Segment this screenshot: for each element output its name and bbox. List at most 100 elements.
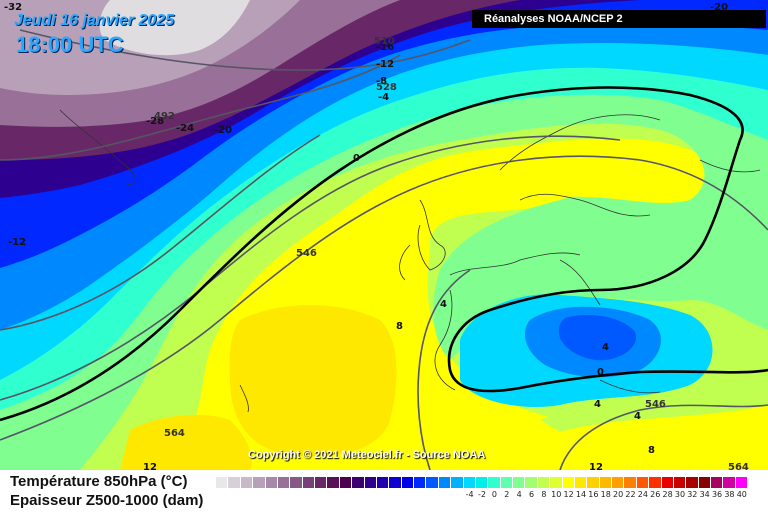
scale-tick-label: 2 xyxy=(504,490,510,499)
temp-label: 8 xyxy=(648,445,655,456)
scale-swatch xyxy=(401,477,414,488)
scale-tick-label: 36 xyxy=(711,490,723,499)
map-date: Jeudi 16 janvier 2025 xyxy=(14,12,175,29)
temp-label: -28 xyxy=(146,116,164,127)
temp-band-warm xyxy=(229,305,397,457)
scale-tick-label: 24 xyxy=(637,490,648,499)
scale-tick-label: 14 xyxy=(575,490,587,499)
temp-label: 0 xyxy=(353,153,360,164)
temp-label: -12 xyxy=(376,59,394,70)
scale-swatch xyxy=(228,477,241,488)
scale-tick-label: 38 xyxy=(724,490,735,499)
scale-tick-label: -4 xyxy=(465,490,474,499)
scale-swatch xyxy=(327,477,340,488)
temp-label: -20 xyxy=(710,2,728,13)
scale-swatch xyxy=(253,477,266,488)
color-scale-ticks: -4 -2 0 2 4 6 8 10 12 14 16 18 20 22 24 26 28 30 32 34 36 38 4… xyxy=(216,490,748,510)
temp-band-cream xyxy=(120,414,252,470)
temp-label: 12 xyxy=(589,462,603,470)
temperature-labels: -32 -20 -16 -12 -8 -4 -24 -20 -28 0 -12 … xyxy=(4,2,728,470)
scale-swatch xyxy=(711,477,724,488)
temp-label: 0 xyxy=(597,367,604,378)
scale-swatch xyxy=(315,477,328,488)
temp-band-se-green xyxy=(540,385,768,432)
scale-swatch xyxy=(537,477,551,488)
thickness-labels: 510 528 492 546 564 546 564 xyxy=(154,36,749,470)
freezing-contours xyxy=(0,86,768,422)
temp-label: -12 xyxy=(8,237,26,248)
temp-label: 4 xyxy=(634,411,641,422)
scale-swatch xyxy=(475,477,489,488)
scale-tick-label: 6 xyxy=(528,490,535,499)
thickness-label: 528 xyxy=(376,82,397,93)
scale-tick-label: 0 xyxy=(491,490,497,499)
scale-swatch xyxy=(426,477,439,488)
temp-label: 8 xyxy=(396,321,403,332)
color-scale xyxy=(216,477,749,488)
scale-swatch xyxy=(574,477,588,488)
temp-label: 12 xyxy=(143,462,157,470)
temp-label: -8 xyxy=(376,76,387,87)
scale-swatch xyxy=(723,477,736,488)
scale-swatch xyxy=(636,477,650,488)
scale-tick-label: 8 xyxy=(541,490,547,499)
scale-tick-label: -2 xyxy=(478,490,486,499)
scale-swatch xyxy=(216,477,229,488)
scale-tick-label: 20 xyxy=(612,490,624,499)
thickness-label: 492 xyxy=(154,111,175,122)
scale-swatch xyxy=(550,477,563,488)
scale-swatch xyxy=(661,477,674,488)
thickness-label: 510 xyxy=(374,36,395,47)
scale-swatch xyxy=(525,477,538,488)
scale-swatch xyxy=(587,477,600,488)
temp-label: 4 xyxy=(594,399,601,410)
scale-swatch xyxy=(451,477,464,488)
scale-swatch xyxy=(562,477,575,488)
scale-swatch xyxy=(624,477,637,488)
scale-swatch xyxy=(240,477,254,488)
scale-swatch xyxy=(673,477,687,488)
scale-tick-label: 16 xyxy=(588,490,599,499)
scale-swatch xyxy=(414,477,427,488)
scale-swatch xyxy=(352,477,365,488)
scale-swatch xyxy=(290,477,303,488)
scale-swatch xyxy=(302,477,315,488)
legend-title-thickness: Epaisseur Z500-1000 (dam) xyxy=(10,492,204,509)
scale-tick-label: 26 xyxy=(650,490,661,499)
scale-swatch xyxy=(364,477,377,488)
scale-swatch xyxy=(686,477,699,488)
scale-swatch xyxy=(265,477,278,488)
scale-swatch xyxy=(339,477,353,488)
scale-swatch xyxy=(649,477,662,488)
temp-label: -20 xyxy=(214,125,232,136)
thickness-label: 546 xyxy=(645,399,666,410)
scale-swatch xyxy=(463,477,476,488)
temp-band-se-yellow xyxy=(560,400,768,470)
temp-label: 4 xyxy=(602,342,609,353)
source-banner: Réanalyses NOAA/NCEP 2 xyxy=(472,10,766,28)
coastlines xyxy=(59,109,761,413)
scale-swatch xyxy=(698,477,711,488)
scale-tick-label: 4 xyxy=(516,490,522,499)
scale-tick-label: 12 xyxy=(563,490,574,499)
scale-swatch xyxy=(488,477,501,488)
temp-label: -16 xyxy=(376,42,394,53)
scale-swatch xyxy=(376,477,390,488)
legend-title-temperature: Température 850hPa (°C) xyxy=(10,473,188,490)
scale-swatch xyxy=(389,477,402,488)
scale-tick-label: 22 xyxy=(625,490,636,499)
scale-swatch xyxy=(599,477,612,488)
scale-swatch xyxy=(735,477,749,488)
temp-band-grey xyxy=(99,0,250,56)
copyright-notice: Copyright © 2021 Meteociel.fr - Source N… xyxy=(248,449,486,461)
scale-swatch xyxy=(277,477,291,488)
map-time: 18:00 UTC xyxy=(16,32,124,57)
thickness-contours xyxy=(0,29,768,470)
thickness-label: 564 xyxy=(164,428,185,439)
scale-tick-label: 40 xyxy=(736,490,747,499)
temp-label: -4 xyxy=(378,92,389,103)
scale-tick-label: 32 xyxy=(687,490,698,499)
scale-tick-label: 28 xyxy=(662,490,673,499)
scale-tick-label: 18 xyxy=(600,490,611,499)
temp-label: -24 xyxy=(176,123,194,134)
